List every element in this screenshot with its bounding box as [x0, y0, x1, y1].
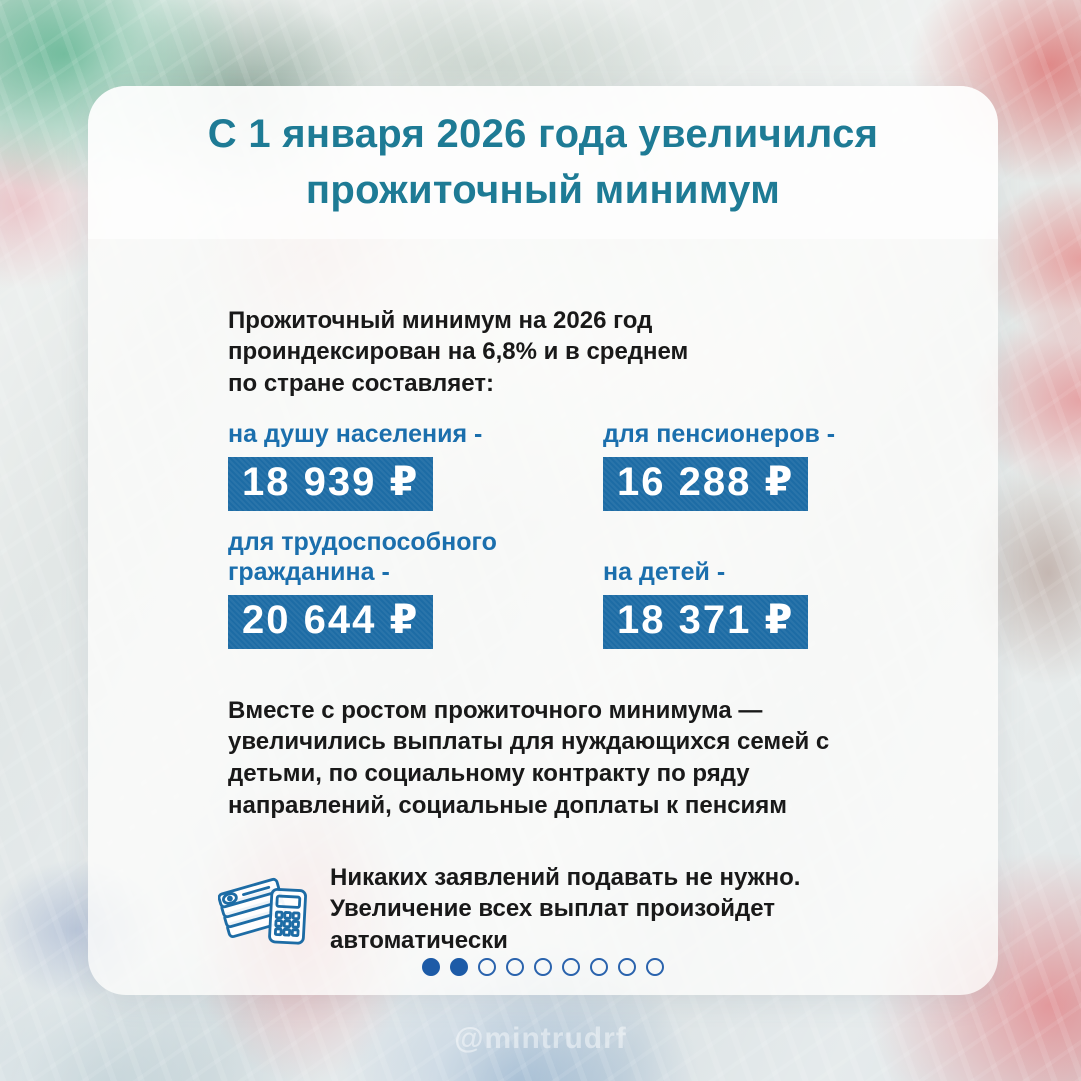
value-label: на детей - — [603, 558, 726, 587]
content-card: С 1 января 2026 года увеличился прожиточ… — [88, 86, 998, 995]
value-block-children: на детей - 18 371 ₽ — [603, 527, 998, 649]
page-title: С 1 января 2026 года увеличился прожиточ… — [208, 107, 879, 217]
pagination-dot[interactable] — [646, 958, 664, 976]
pagination-dot[interactable] — [422, 958, 440, 976]
value-label: для пенсионеров - — [603, 420, 836, 449]
pagination-dot[interactable] — [506, 958, 524, 976]
pagination-dot[interactable] — [478, 958, 496, 976]
value-block-per-capita: на душу населения - 18 939 ₽ — [228, 419, 603, 511]
pagination-dot[interactable] — [562, 958, 580, 976]
value-label: на душу населения - — [228, 420, 483, 449]
amount-badge: 18 371 ₽ — [603, 594, 809, 649]
page-title-line2: прожиточный минимум — [305, 167, 781, 212]
amount-badge: 18 939 ₽ — [228, 456, 434, 511]
pagination-dot[interactable] — [618, 958, 636, 976]
note-text: Никаких заявлений подавать не нужно. Уве… — [330, 863, 801, 955]
value-block-working-age: для трудоспособного гражданина - 20 644 … — [228, 527, 603, 649]
card-body: Прожиточный минимум на 2026 год проиндек… — [88, 239, 998, 957]
pagination-dot[interactable] — [534, 958, 552, 976]
watermark: @mintrudrf — [454, 1022, 627, 1055]
intro-text: Прожиточный минимум на 2026 год проиндек… — [228, 307, 689, 397]
card-header: С 1 января 2026 года увеличился прожиточ… — [88, 86, 998, 239]
value-label: для трудоспособного гражданина - — [228, 527, 497, 587]
value-block-pensioners: для пенсионеров - 16 288 ₽ — [603, 419, 998, 511]
page-title-line1: С 1 января 2026 года увеличился — [207, 112, 879, 157]
payments-paragraph: Вместе с ростом прожиточного минимума — … — [228, 696, 830, 819]
pagination-dot[interactable] — [450, 958, 468, 976]
amount-badge: 16 288 ₽ — [603, 456, 809, 511]
pagination-dots — [88, 958, 998, 976]
pagination-dot[interactable] — [590, 958, 608, 976]
values-grid: на душу населения - 18 939 ₽ для пенсион… — [228, 419, 998, 649]
banknotes-calculator-icon — [217, 858, 312, 957]
note-row: Никаких заявлений подавать не нужно. Уве… — [217, 858, 998, 958]
amount-badge: 20 644 ₽ — [228, 594, 434, 649]
